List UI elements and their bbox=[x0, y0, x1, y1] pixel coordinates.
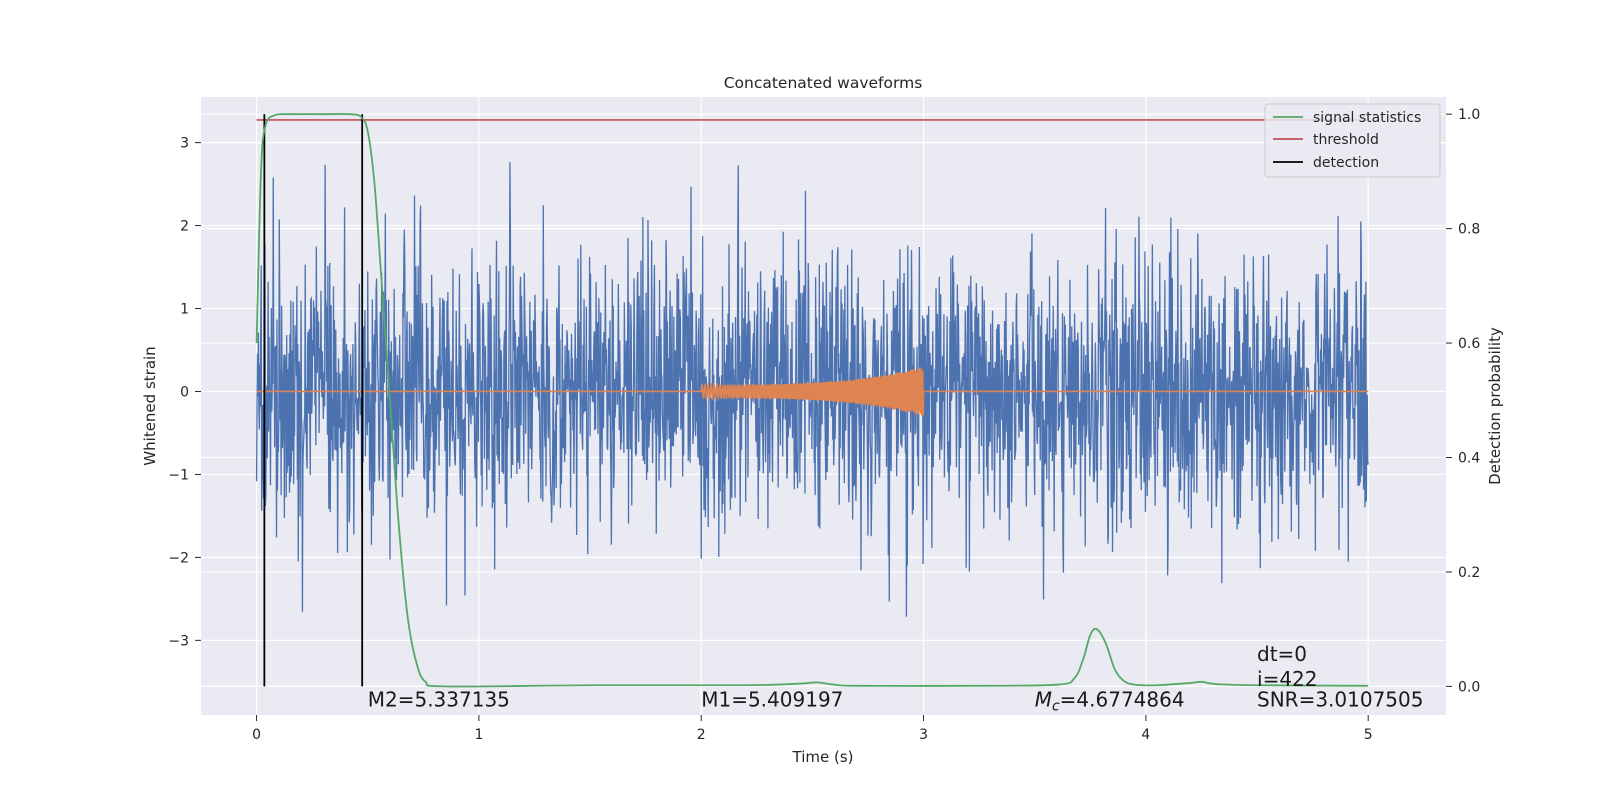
tick-label-y: 3 bbox=[180, 136, 189, 152]
tick-label-x: 1 bbox=[474, 727, 483, 743]
annotation-2: Mc=4.6774864 bbox=[1035, 688, 1185, 715]
tick-label-x: 0 bbox=[252, 727, 261, 743]
tick-label-x: 2 bbox=[697, 727, 706, 743]
y2-axis-label: Detection probability bbox=[1486, 327, 1504, 485]
legend-label-signal-statistics: signal statistics bbox=[1313, 110, 1421, 126]
x-axis-label: Time (s) bbox=[792, 748, 854, 766]
series-template-chirp bbox=[256, 367, 1369, 416]
tick-label-y: 0 bbox=[180, 384, 189, 400]
legend-label-detection: detection bbox=[1313, 155, 1379, 171]
tick-label-y2: 0.2 bbox=[1458, 565, 1480, 581]
tick-label-y: 1 bbox=[180, 302, 189, 318]
legend: signal statistics threshold detection bbox=[1264, 103, 1441, 178]
tick-label-x: 5 bbox=[1364, 727, 1373, 743]
chart-title: Concatenated waveforms bbox=[724, 74, 923, 92]
tick-label-y: −2 bbox=[168, 550, 189, 566]
tick-label-y2: 0.4 bbox=[1458, 451, 1480, 467]
annotation-0: M2=5.337135 bbox=[368, 688, 510, 712]
tick-label-y: 2 bbox=[180, 219, 189, 235]
tick-label-y: −3 bbox=[168, 633, 189, 649]
tick-label-x: 4 bbox=[1141, 727, 1150, 743]
annotation-3: dt=0 bbox=[1257, 642, 1307, 666]
annotation-1: M1=5.409197 bbox=[701, 688, 843, 712]
ticks-layer: −3 −2 −1 0 1 2 3 0.0 0.2 0.4 0.6 0.8 1.0 0 1 2 3 4 5 bbox=[168, 107, 1480, 743]
series-signal-statistics bbox=[255, 113, 1369, 688]
series-layer bbox=[255, 113, 1369, 688]
annotation-layer: M2=5.337135 M1=5.409197 Mc=4.6774864 dt=0i=… bbox=[368, 642, 1424, 715]
legend-label-threshold: threshold bbox=[1313, 132, 1379, 148]
tick-label-y2: 0.6 bbox=[1458, 336, 1480, 352]
tick-label-y2: 0.0 bbox=[1458, 679, 1480, 695]
y-axis-label: Whitened strain bbox=[141, 346, 159, 465]
tick-label-x: 3 bbox=[919, 727, 928, 743]
tick-label-y2: 0.8 bbox=[1458, 222, 1480, 238]
annotation-5: SNR=3.0107505 bbox=[1257, 688, 1423, 712]
tick-label-y2: 1.0 bbox=[1458, 107, 1480, 123]
legend-box bbox=[1264, 103, 1441, 178]
tick-label-y: −1 bbox=[168, 467, 189, 483]
annotation-4: i=422 bbox=[1257, 667, 1318, 691]
